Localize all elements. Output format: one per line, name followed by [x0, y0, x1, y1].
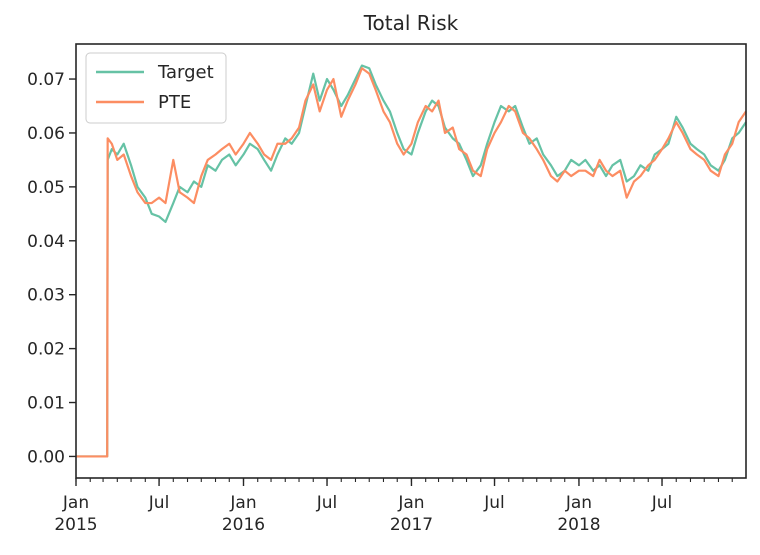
y-tick-label: 0.02 [27, 340, 65, 360]
y-tick-label: 0.07 [27, 70, 65, 90]
chart-title: Total Risk [363, 11, 459, 35]
x-tick-label: Jul [316, 493, 338, 513]
legend: Target PTE [85, 52, 227, 124]
x-tick-label: Jan 2016 [222, 493, 265, 535]
x-tick-label: Jul [483, 493, 505, 513]
legend-label: PTE [158, 92, 191, 113]
y-tick-label: 0.00 [27, 447, 65, 467]
series-line-target [76, 64, 747, 458]
x-tick-label: Jul [148, 493, 170, 513]
legend-label: Target [157, 62, 214, 83]
plot-frame [75, 43, 747, 479]
legend-box [85, 52, 227, 124]
y-tick-label: 0.03 [27, 286, 65, 306]
x-axis: Jan 2015 Jul Jan 2016 Jul Jan 2017 Jul Jan 2018 Jul [54, 478, 733, 535]
y-tick-label: 0.01 [27, 394, 65, 414]
x-tick-label: Jan 2015 [54, 493, 97, 535]
y-tick-label: 0.06 [27, 124, 65, 144]
y-axis: 0.00 0.01 0.02 0.03 0.04 0.05 0.06 0.07 [27, 70, 76, 467]
y-tick-label: 0.04 [27, 232, 65, 252]
x-tick-label: Jul [651, 493, 673, 513]
series-layer [76, 64, 747, 458]
x-tick-label: Jan 2018 [557, 493, 600, 535]
series-line-pte [76, 67, 747, 458]
x-tick-label: Jan 2017 [390, 493, 433, 535]
y-tick-label: 0.05 [27, 178, 65, 198]
